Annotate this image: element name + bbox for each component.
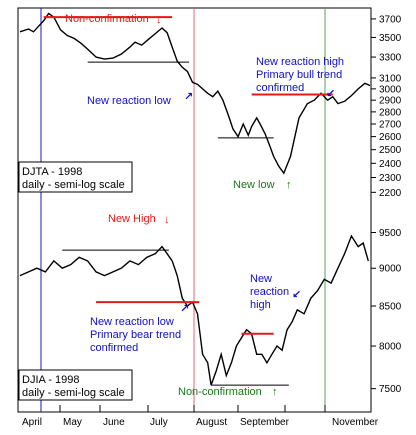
bottom-reaction-high-label-2: reaction [250, 286, 289, 298]
djia-price-line [19, 234, 369, 386]
bottom-reaction-low-label-2: Primary bear trend [90, 329, 181, 341]
bottom-reaction-low-arrow: ↗ [180, 303, 189, 315]
bottom-reaction-low-label-3: confirmed [90, 342, 138, 354]
djta-tick-label-2400: 2400 [379, 159, 402, 170]
djia-tick-label-9500: 9500 [379, 228, 402, 239]
month-label-september: September [240, 417, 290, 428]
month-label-may: May [63, 417, 82, 428]
month-label-august: August [196, 417, 227, 428]
top-reaction-high-label-2: Primary bull trend [256, 69, 342, 81]
annotation-level-lines [43, 16, 333, 386]
top-new-low-arrow: ↑ [286, 179, 292, 191]
djia-tick-label-9000: 9000 [379, 264, 402, 275]
month-label-april: April [22, 417, 42, 428]
bottom-info-box [18, 369, 133, 401]
top-box-title: DJTA - 1998 [22, 166, 82, 178]
bottom-y-axis-ticks: 7500 8000 8500 9000 9500 [371, 228, 402, 395]
djta-tick-label-3500: 3500 [379, 33, 402, 44]
bottom-new-high-arrow: ↓ [164, 214, 170, 226]
month-label-november: November [332, 417, 379, 428]
djta-price-line [19, 12, 371, 175]
top-reaction-high-arrow: ↙ [326, 88, 335, 100]
djta-tick-label-2300: 2300 [379, 173, 402, 184]
bottom-non-confirmation-label: Non-confirmation [178, 386, 262, 398]
djta-tick-label-2600: 2600 [379, 132, 402, 143]
bottom-box-subtitle: daily - semi-log scale [22, 387, 125, 399]
top-box-subtitle: daily - semi-log scale [22, 179, 125, 191]
month-label-june: June [103, 417, 125, 428]
month-ticks [59, 405, 326, 412]
djta-tick-label-2800: 2800 [379, 107, 402, 118]
bottom-reaction-high-label-3: high [250, 299, 271, 311]
top-non-confirmation-arrow: ↓ [156, 14, 162, 26]
djia-tick-label-8500: 8500 [379, 301, 402, 312]
djta-tick-label-3700: 3700 [379, 14, 402, 25]
month-label-july: July [150, 417, 168, 428]
top-info-box [18, 161, 133, 193]
djta-tick-label-3100: 3100 [379, 73, 402, 84]
djta-tick-label-3300: 3300 [379, 53, 402, 64]
top-new-reaction-low-label: New reaction low [87, 95, 171, 107]
bottom-reaction-high-arrow: ↙ [292, 289, 301, 301]
top-reaction-high-label-3: confirmed [256, 82, 304, 94]
djta-tick-label-2700: 2700 [379, 120, 402, 131]
top-new-low-label: New low [233, 179, 275, 191]
top-non-confirmation-label: Non-confirmation [65, 13, 149, 25]
bottom-reaction-low-label-1: New reaction low [90, 316, 174, 328]
djia-tick-label-8000: 8000 [379, 342, 402, 353]
bottom-non-confirmation-arrow: ↑ [272, 386, 278, 398]
djta-tick-label-2500: 2500 [379, 145, 402, 156]
top-reaction-high-label-1: New reaction high [256, 56, 344, 68]
djta-tick-label-2200: 2200 [379, 188, 402, 199]
djta-tick-label-3000: 3000 [379, 84, 402, 95]
djta-tick-label-2900: 2900 [379, 96, 402, 107]
bottom-box-title: DJIA - 1998 [22, 374, 79, 386]
bottom-new-high-label: New High [108, 213, 156, 225]
top-new-reaction-low-arrow: ↗ [184, 91, 193, 103]
djia-tick-label-7500: 7500 [379, 384, 402, 395]
bottom-reaction-high-label-1: New [250, 273, 272, 285]
